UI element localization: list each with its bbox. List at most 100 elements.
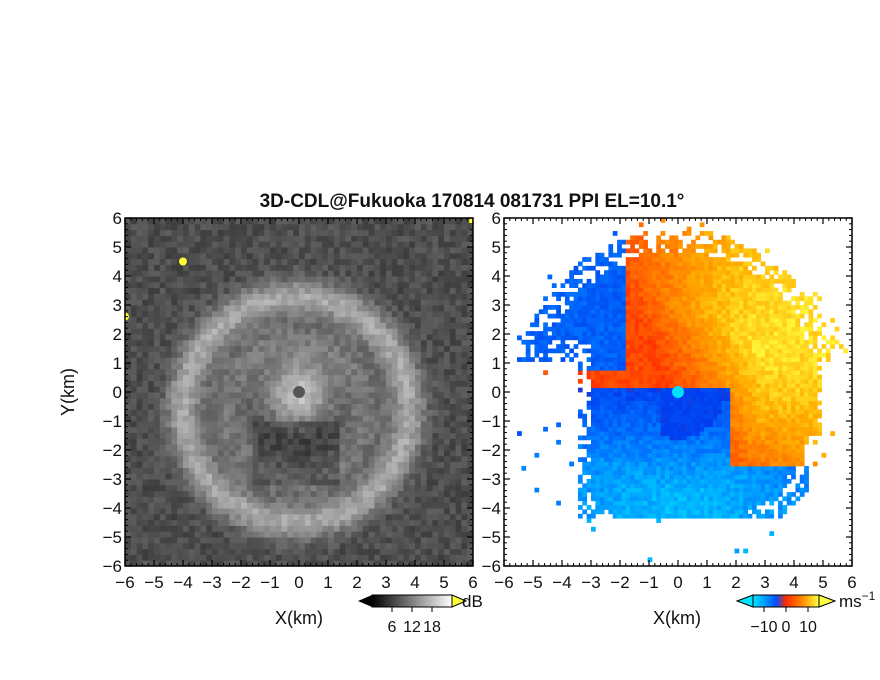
velocity-cell — [695, 435, 701, 441]
reflectivity-cell — [316, 519, 323, 526]
reflectivity-cell — [194, 235, 201, 242]
reflectivity-cell — [438, 554, 445, 561]
reflectivity-cell — [415, 328, 422, 335]
reflectivity-cell — [304, 328, 312, 335]
reflectivity-cell — [142, 270, 149, 277]
reflectivity-cell — [426, 467, 433, 474]
reflectivity-cell — [252, 322, 259, 329]
reflectivity-cell — [467, 409, 473, 416]
reflectivity-cell — [125, 403, 132, 410]
reflectivity-cell — [351, 490, 358, 497]
reflectivity-cell — [461, 455, 468, 463]
reflectivity-cell — [415, 293, 422, 300]
reflectivity-cell — [212, 496, 219, 503]
reflectivity-cell — [206, 403, 213, 410]
velocity-cell — [638, 483, 644, 489]
reflectivity-cell — [328, 508, 335, 515]
reflectivity-cell — [188, 276, 196, 283]
reflectivity-cell — [299, 432, 306, 439]
velocity-cell — [608, 479, 614, 484]
reflectivity-cell — [328, 229, 335, 236]
reflectivity-cell — [391, 548, 399, 555]
reflectivity-cell — [403, 415, 410, 422]
reflectivity-cell — [310, 513, 317, 521]
reflectivity-cell — [281, 345, 288, 352]
reflectivity-cell — [357, 542, 364, 550]
reflectivity-cell — [409, 508, 416, 515]
reflectivity-cell — [241, 252, 248, 260]
reflectivity-cell — [241, 229, 248, 236]
reflectivity-cell — [461, 374, 468, 381]
reflectivity-cell — [241, 281, 248, 289]
velocity-cell — [751, 483, 757, 489]
reflectivity-cell — [177, 281, 184, 289]
velocity-cell — [647, 474, 653, 480]
reflectivity-cell — [322, 519, 329, 526]
reflectivity-cell — [322, 397, 329, 405]
reflectivity-cell — [235, 403, 242, 410]
velocity-cell — [721, 483, 727, 489]
reflectivity-cell — [351, 438, 358, 445]
reflectivity-cell — [467, 339, 473, 347]
reflectivity-cell — [188, 287, 196, 294]
reflectivity-cell — [125, 455, 132, 463]
reflectivity-cell — [316, 502, 323, 509]
velocity-cell — [634, 513, 640, 519]
reflectivity-cell — [159, 537, 167, 544]
reflectivity-cell — [206, 513, 213, 521]
reflectivity-cell — [444, 542, 451, 550]
reflectivity-cell — [223, 241, 230, 248]
reflectivity-cell — [415, 415, 422, 422]
reflectivity-cell — [362, 258, 370, 265]
reflectivity-cell — [357, 397, 364, 405]
velocity-cell — [660, 470, 666, 476]
velocity-cell — [617, 492, 622, 497]
reflectivity-cell — [159, 455, 167, 463]
velocity-cell — [730, 426, 735, 432]
velocity-cell — [673, 457, 679, 462]
reflectivity-cell — [351, 351, 358, 358]
velocity-cell — [751, 435, 757, 441]
velocity-cell — [604, 496, 609, 502]
reflectivity-cell — [229, 444, 236, 451]
velocity-cell — [591, 487, 596, 493]
reflectivity-cell — [154, 502, 161, 509]
reflectivity-cell — [368, 223, 375, 231]
reflectivity-cell — [310, 415, 317, 422]
velocity-cell — [604, 422, 609, 428]
velocity-cell — [721, 487, 727, 493]
reflectivity-cell — [200, 392, 207, 399]
reflectivity-cell — [154, 310, 161, 318]
reflectivity-cell — [449, 322, 457, 329]
reflectivity-cell — [455, 229, 462, 236]
reflectivity-cell — [159, 270, 167, 277]
reflectivity-cell — [200, 397, 207, 405]
reflectivity-cell — [177, 241, 184, 248]
reflectivity-cell — [345, 548, 352, 555]
reflectivity-cell — [467, 270, 473, 277]
velocity-cell — [734, 505, 740, 510]
reflectivity-cell — [130, 270, 138, 277]
reflectivity-cell — [304, 310, 312, 318]
velocity-cell — [651, 465, 657, 471]
reflectivity-cell — [287, 386, 294, 393]
velocity-cell — [625, 444, 631, 449]
reflectivity-cell — [455, 223, 462, 231]
reflectivity-cell — [351, 531, 358, 538]
reflectivity-cell — [194, 560, 201, 566]
reflectivity-cell — [246, 508, 254, 515]
velocity-cell — [751, 479, 757, 484]
velocity-cell — [786, 444, 792, 449]
reflectivity-cell — [426, 247, 433, 254]
reflectivity-cell — [235, 229, 242, 236]
reflectivity-cell — [357, 421, 364, 428]
velocity-cell — [595, 435, 601, 441]
reflectivity-cell — [159, 328, 167, 335]
reflectivity-cell — [264, 403, 271, 410]
reflectivity-cell — [310, 316, 317, 323]
reflectivity-cell — [415, 450, 422, 457]
reflectivity-cell — [241, 513, 248, 521]
reflectivity-cell — [403, 287, 410, 294]
reflectivity-cell — [403, 525, 410, 532]
velocity-cell — [830, 431, 835, 436]
